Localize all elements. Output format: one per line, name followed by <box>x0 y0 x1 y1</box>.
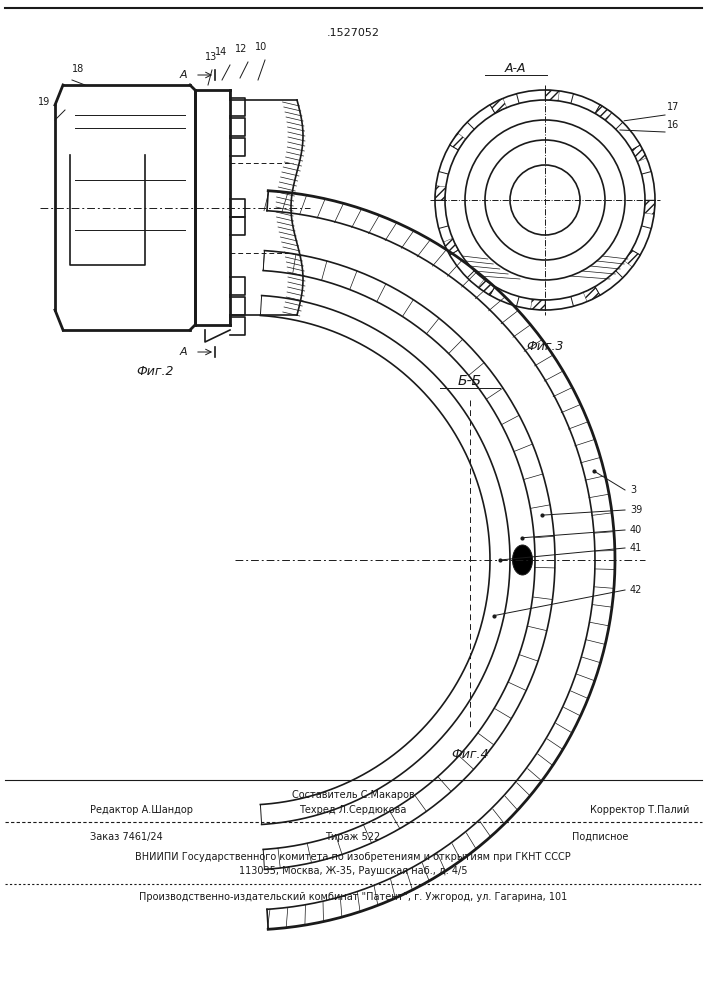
Text: 16: 16 <box>667 120 679 130</box>
Text: Корректор Т.Палий: Корректор Т.Палий <box>590 805 690 815</box>
Text: Тираж 522: Тираж 522 <box>325 832 380 842</box>
Text: А-А: А-А <box>504 62 526 75</box>
Text: Техред Л.Сердюкова: Техред Л.Сердюкова <box>299 805 407 815</box>
Ellipse shape <box>513 545 532 575</box>
Text: Производственно-издательский комбинат "Патент", г. Ужгород, ул. Гагарина, 101: Производственно-издательский комбинат "П… <box>139 892 567 902</box>
Text: А: А <box>179 347 187 357</box>
Text: Б-Б: Б-Б <box>458 374 482 388</box>
Text: 12: 12 <box>235 44 247 54</box>
Text: 39: 39 <box>630 505 642 515</box>
Text: 19: 19 <box>38 97 50 107</box>
Text: 3: 3 <box>630 485 636 495</box>
Text: 40: 40 <box>630 525 642 535</box>
Text: 17: 17 <box>667 102 679 112</box>
Text: 10: 10 <box>255 42 267 52</box>
Text: 41: 41 <box>630 543 642 553</box>
Text: 18: 18 <box>72 64 84 74</box>
Text: .1527052: .1527052 <box>327 28 380 38</box>
Text: 13: 13 <box>205 52 217 62</box>
Text: Редактор А.Шандор: Редактор А.Шандор <box>90 805 193 815</box>
Text: Фиг.2: Фиг.2 <box>136 365 174 378</box>
Text: Заказ 7461/24: Заказ 7461/24 <box>90 832 163 842</box>
Text: 113035, Москва, Ж-35, Раушская наб., д. 4/5: 113035, Москва, Ж-35, Раушская наб., д. … <box>239 866 467 876</box>
Text: Фиг.3: Фиг.3 <box>526 340 563 353</box>
Text: Составитель С.Макаров: Составитель С.Макаров <box>291 790 414 800</box>
Text: А: А <box>179 70 187 80</box>
Text: 14: 14 <box>215 47 227 57</box>
Text: Фиг.4: Фиг.4 <box>451 748 489 761</box>
Text: Подписное: Подписное <box>572 832 629 842</box>
Text: 42: 42 <box>630 585 643 595</box>
Text: ВНИИПИ Государственного комитета по изобретениям и открытиям при ГКНТ СССР: ВНИИПИ Государственного комитета по изоб… <box>135 852 571 862</box>
